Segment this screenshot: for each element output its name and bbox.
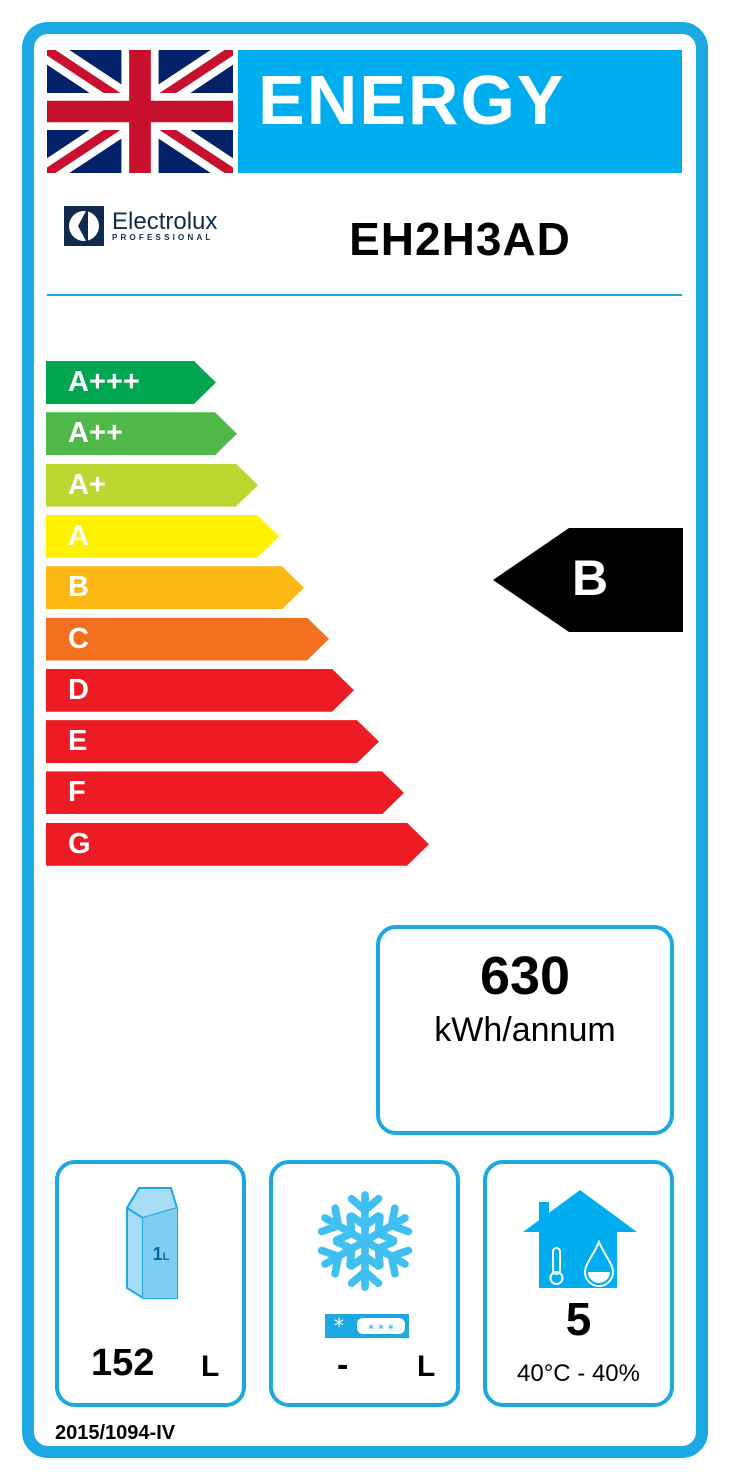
chill-volume-box: 1L 152 L bbox=[55, 1160, 246, 1407]
freezer-star-rating-icon: * * * * bbox=[325, 1314, 409, 1338]
scale-bar-aplus: A+ bbox=[46, 463, 258, 507]
scale-bar-b: B bbox=[46, 566, 304, 610]
union-jack-flag-icon bbox=[47, 50, 233, 173]
consumption-unit: kWh/annum bbox=[434, 1011, 616, 1049]
electrolux-logo-icon bbox=[64, 206, 104, 246]
climate-class-box: 5 40°C - 40% bbox=[483, 1160, 674, 1407]
freeze-volume-unit: L bbox=[417, 1350, 436, 1383]
svg-text:*: * bbox=[334, 1314, 344, 1338]
model-number: EH2H3AD bbox=[349, 213, 571, 265]
scale-bar-a: A bbox=[46, 514, 279, 558]
climate-class-value: 5 bbox=[565, 1293, 592, 1345]
chill-volume-unit: L bbox=[201, 1350, 220, 1383]
consumption-box: 630 kWh/annum bbox=[376, 925, 674, 1135]
freeze-volume-value: - bbox=[337, 1346, 349, 1384]
scale-bar-c: C bbox=[46, 617, 329, 661]
scale-bar-aplusplusplus: A+++ bbox=[46, 361, 216, 404]
svg-text:* * *: * * * bbox=[368, 1322, 394, 1336]
scale-bar-e: E bbox=[46, 720, 379, 764]
label-frame bbox=[22, 22, 708, 1458]
milk-carton-1l-icon: 1L bbox=[126, 1187, 178, 1299]
scale-bar-f: F bbox=[46, 771, 404, 815]
chill-volume-value: 152 bbox=[91, 1342, 155, 1384]
house-thermometer-drop-icon bbox=[523, 1190, 637, 1288]
divider bbox=[47, 294, 682, 296]
brand-sub: PROFESSIONAL bbox=[112, 232, 214, 242]
climate-conditions: 40°C - 40% bbox=[517, 1360, 640, 1387]
regulation-reference: 2015/1094-IV bbox=[55, 1422, 176, 1444]
consumption-value: 630 bbox=[479, 946, 571, 1006]
brand-logo: Electrolux PROFESSIONAL bbox=[64, 204, 244, 248]
scale-bar-d: D bbox=[46, 668, 354, 712]
scale-bar-g: G bbox=[46, 822, 429, 866]
freeze-volume-box: * * * * - L bbox=[269, 1160, 460, 1407]
brand-name: Electrolux bbox=[112, 207, 218, 235]
snowflake-icon bbox=[317, 1191, 413, 1294]
scale-bar-aplusplus: A++ bbox=[46, 412, 237, 456]
energy-banner: ENERGY bbox=[238, 50, 682, 173]
